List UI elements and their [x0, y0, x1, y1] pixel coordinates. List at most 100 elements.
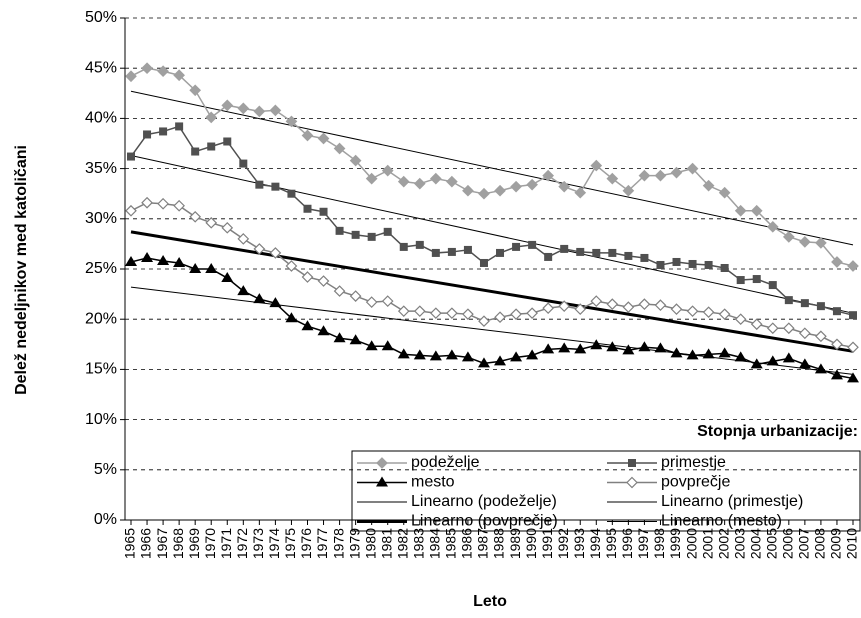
marker [526, 307, 538, 320]
marker [654, 169, 667, 182]
marker [397, 305, 410, 318]
legend-marker [376, 457, 388, 469]
marker [622, 301, 635, 314]
marker [271, 182, 280, 191]
x-tick-label: 1981 [378, 528, 394, 559]
marker [381, 340, 394, 351]
marker [269, 297, 282, 308]
legend-label: Linearno (primestje) [661, 493, 803, 510]
y-tick-label: 35% [85, 160, 117, 177]
marker [702, 179, 715, 192]
marker [766, 322, 779, 335]
x-tick-label: 2007 [796, 528, 812, 559]
marker [592, 248, 601, 257]
y-axis-label: Delež nedeljnikov med katoličani [13, 145, 30, 395]
marker [349, 154, 362, 167]
x-tick-label: 2008 [812, 528, 828, 559]
marker [750, 204, 763, 217]
marker [367, 232, 376, 241]
x-tick-label: 1988 [491, 528, 507, 559]
x-tick-label: 1985 [443, 528, 459, 559]
x-tick-label: 1982 [394, 528, 410, 559]
series-line [130, 201, 854, 349]
marker [237, 285, 250, 296]
legend-marker [628, 459, 636, 467]
marker [207, 142, 216, 151]
marker [253, 293, 266, 304]
marker [269, 104, 282, 117]
x-tick-label: 1986 [459, 528, 475, 559]
marker [496, 248, 505, 257]
marker [173, 199, 185, 212]
marker [333, 332, 346, 343]
marker [654, 342, 667, 353]
marker [269, 247, 282, 259]
marker [718, 308, 731, 321]
marker [814, 363, 827, 374]
marker [526, 349, 539, 360]
marker [542, 343, 555, 354]
marker [766, 220, 779, 233]
y-tick-label: 40% [85, 110, 117, 127]
y-tick-label: 5% [94, 461, 117, 478]
x-tick-label: 1974 [266, 528, 282, 559]
y-tick-label: 25% [85, 260, 117, 277]
marker [510, 351, 523, 362]
marker [301, 129, 314, 142]
x-tick-label: 1994 [587, 528, 603, 559]
marker [494, 311, 506, 324]
marker [399, 242, 408, 251]
marker [768, 281, 777, 290]
marker [720, 263, 729, 272]
marker [590, 295, 603, 307]
marker [237, 233, 250, 245]
marker [381, 295, 394, 307]
marker [415, 240, 424, 249]
x-tick-label: 1996 [619, 528, 635, 559]
marker [831, 338, 843, 351]
marker [558, 300, 571, 312]
marker [686, 349, 699, 360]
marker [654, 299, 667, 311]
marker [463, 245, 472, 254]
y-tick-label: 30% [85, 210, 117, 227]
x-tick-label: 2005 [763, 528, 779, 559]
x-tick-label: 1989 [507, 528, 523, 559]
marker [205, 263, 218, 273]
marker [253, 105, 266, 118]
x-tick-label: 1992 [555, 528, 571, 559]
marker [849, 311, 857, 320]
x-tick-label: 1995 [603, 528, 619, 559]
marker [205, 111, 218, 124]
marker [365, 340, 378, 351]
trend-line [130, 90, 854, 246]
marker [782, 352, 795, 363]
marker [413, 177, 426, 190]
x-tick-label: 1977 [314, 528, 330, 559]
marker [670, 303, 683, 316]
x-tick-label: 2010 [844, 528, 860, 559]
marker [815, 237, 827, 249]
marker [478, 187, 490, 200]
x-axis-label: Leto [473, 593, 507, 610]
marker [175, 122, 184, 131]
y-tick-label: 0% [94, 511, 117, 528]
marker [670, 166, 683, 179]
marker [798, 358, 811, 369]
x-tick-label: 1976 [298, 528, 314, 559]
marker [221, 99, 234, 112]
marker [189, 210, 202, 223]
x-tick-label: 2004 [747, 528, 763, 559]
marker [734, 204, 747, 217]
marker [590, 159, 603, 172]
marker [782, 322, 795, 335]
marker [429, 350, 442, 361]
x-tick-label: 1990 [523, 528, 539, 559]
y-tick-label: 10% [85, 411, 117, 428]
marker [301, 320, 314, 331]
legend-label: mesto [411, 474, 455, 491]
series-line [130, 257, 854, 380]
marker [702, 348, 715, 359]
x-tick-label: 1991 [539, 528, 555, 559]
marker [445, 349, 458, 360]
